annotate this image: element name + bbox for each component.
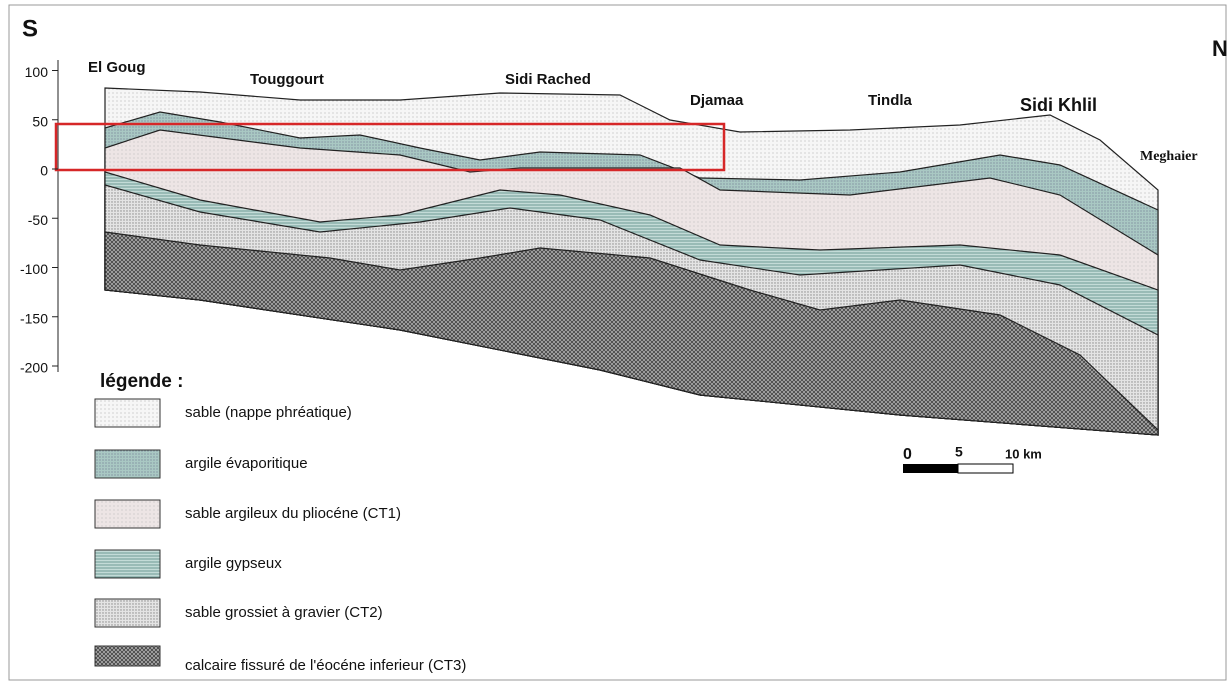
legend-swatch	[94, 645, 161, 667]
legend: sable (nappe phréatique) argile évaporiti…	[94, 398, 466, 674]
north-label: N	[1212, 36, 1227, 61]
legend-label: sable (nappe phréatique)	[185, 404, 352, 421]
tick-label: 0	[40, 163, 48, 179]
frame	[8, 4, 1227, 681]
legend-label: argile gypseux	[185, 555, 282, 572]
tick-label: 100	[25, 64, 49, 80]
legend-swatch	[94, 499, 161, 529]
legend-swatch	[94, 549, 161, 579]
place: Meghaier	[1140, 149, 1198, 164]
legend-title: légende :	[100, 371, 183, 392]
scale-bar	[903, 464, 958, 473]
place: Tindla	[868, 92, 913, 109]
legend-label: calcaire fissuré de l'éocéne inferieur (…	[185, 657, 466, 674]
place: Sidi Khlil	[1020, 95, 1097, 115]
legend-label: argile évaporitique	[185, 455, 308, 472]
place: Djamaa	[690, 92, 744, 109]
place: Sidi Rached	[505, 71, 591, 88]
tick-label: -200	[20, 360, 48, 376]
south-label: S	[22, 15, 38, 42]
legend-label: sable grossiet à gravier (CT2)	[185, 604, 383, 621]
highlight-box	[54, 122, 726, 172]
place: Touggourt	[250, 71, 324, 88]
tick-label: -100	[20, 261, 48, 277]
place: El Goug	[88, 59, 146, 76]
tick-label: 50	[32, 113, 48, 129]
legend-label: sable argileux du pliocéne (CT1)	[185, 505, 401, 522]
scale-label: 0	[903, 446, 912, 463]
scale-bar	[957, 463, 1014, 474]
scale-label: 10 km	[1005, 446, 1042, 461]
legend-swatch	[94, 398, 161, 428]
layers	[104, 87, 1159, 436]
layer-ct3	[104, 231, 1159, 436]
tick-label: -150	[20, 310, 48, 326]
tick-label: -50	[28, 212, 48, 228]
legend-swatch	[94, 598, 161, 628]
scale-label: 5	[955, 444, 963, 460]
legend-swatch	[94, 449, 161, 479]
